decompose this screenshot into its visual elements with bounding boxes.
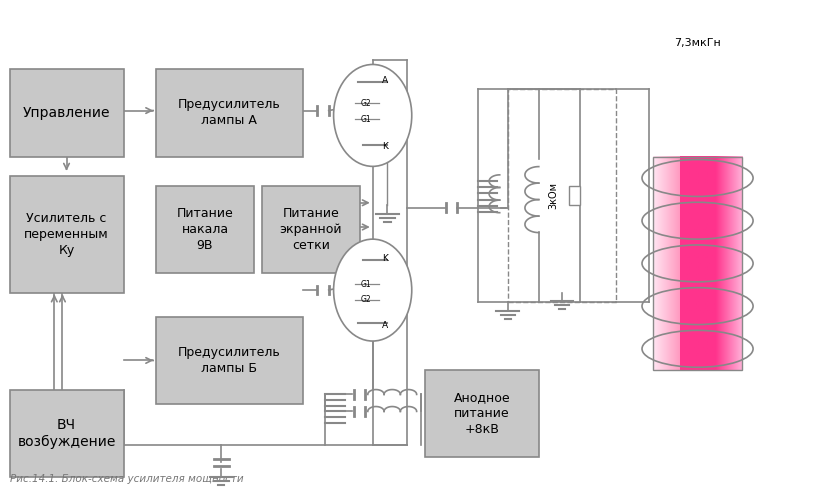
Bar — [653, 157, 743, 370]
Bar — [156, 69, 302, 157]
Text: Управление: Управление — [23, 106, 110, 120]
Text: G2: G2 — [361, 99, 372, 108]
Ellipse shape — [333, 239, 412, 341]
Ellipse shape — [333, 64, 412, 166]
Text: Усилитель с
переменным
Ку: Усилитель с переменным Ку — [25, 212, 109, 257]
Bar — [10, 389, 123, 477]
Bar — [10, 69, 123, 157]
Text: A: A — [382, 321, 388, 329]
Text: Предусилитель
лампы А: Предусилитель лампы А — [178, 99, 281, 127]
Text: 3кОм: 3кОм — [548, 182, 559, 209]
Bar — [156, 186, 254, 273]
Text: Анодное
питание
+8кВ: Анодное питание +8кВ — [453, 391, 510, 436]
Text: K: K — [382, 254, 388, 263]
Bar — [156, 317, 302, 404]
Text: G1: G1 — [361, 115, 372, 124]
Text: A: A — [382, 76, 388, 85]
Text: Питание
накала
9В: Питание накала 9В — [176, 207, 234, 252]
Text: Предусилитель
лампы Б: Предусилитель лампы Б — [178, 346, 281, 375]
Text: G2: G2 — [361, 295, 372, 305]
Text: Рис.14.1. Блок-схема усилителя мощности: Рис.14.1. Блок-схема усилителя мощности — [10, 474, 243, 484]
Bar — [262, 186, 359, 273]
Text: Питание
экранной
сетки: Питание экранной сетки — [279, 207, 342, 252]
Bar — [10, 176, 123, 292]
Bar — [425, 370, 538, 457]
Text: ВЧ
возбуждение: ВЧ возбуждение — [17, 418, 116, 449]
Text: G1: G1 — [361, 280, 372, 289]
Text: 7,3мкГн: 7,3мкГн — [674, 38, 721, 48]
Bar — [569, 186, 580, 205]
Text: K: K — [382, 142, 388, 151]
